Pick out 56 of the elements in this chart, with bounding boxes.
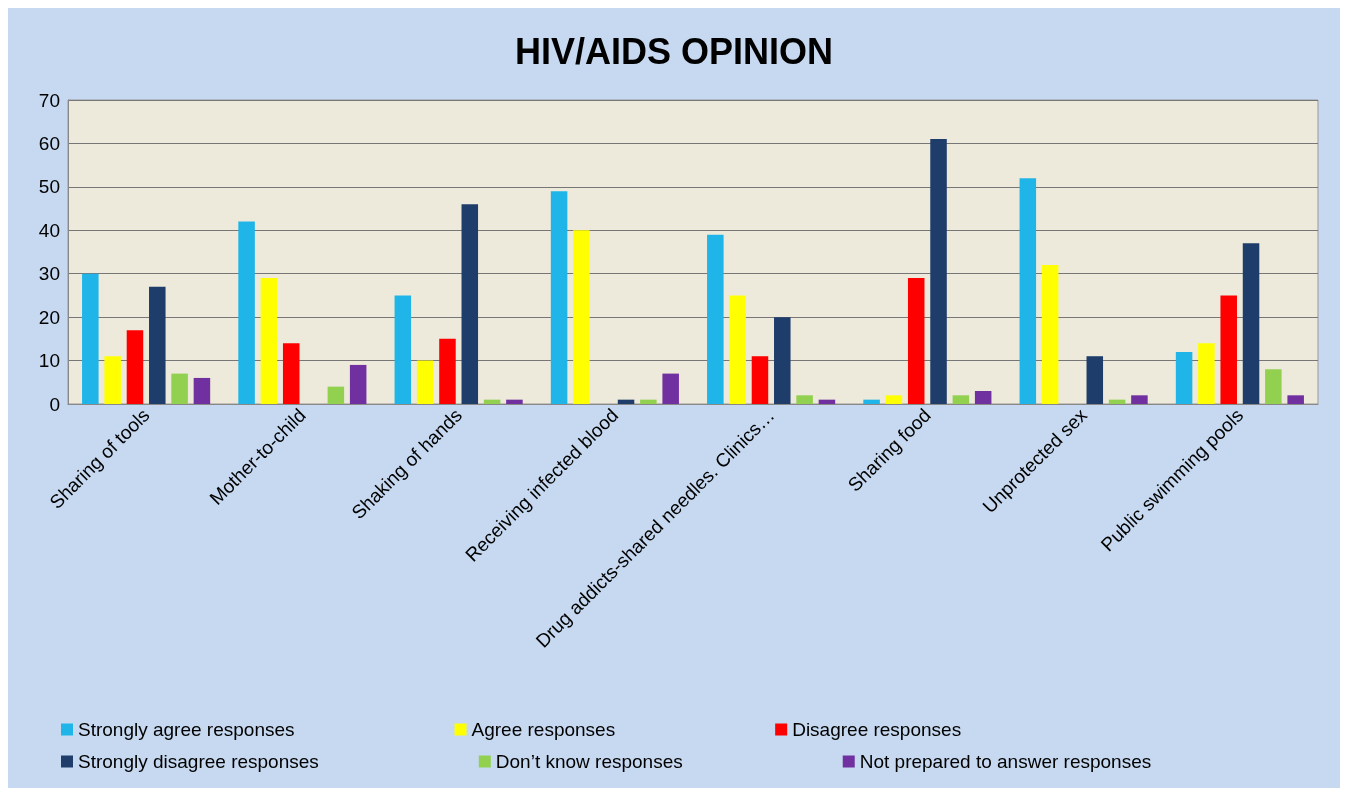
bar — [260, 278, 278, 404]
y-tick-label: 50 — [38, 176, 60, 198]
bar — [907, 278, 925, 404]
bar — [974, 390, 992, 404]
bar — [796, 395, 813, 404]
bar — [149, 286, 166, 404]
y-tick-label: 0 — [49, 393, 60, 415]
bar — [1086, 356, 1104, 404]
bar — [1220, 295, 1237, 404]
bar — [349, 364, 367, 404]
y-tick-label: 20 — [38, 306, 60, 328]
bar — [461, 204, 479, 404]
legend-label: Agree responses — [471, 719, 616, 740]
y-tick-label: 70 — [38, 89, 60, 111]
bar — [1242, 243, 1260, 404]
bar — [1198, 343, 1215, 404]
bar — [104, 356, 121, 404]
bar — [550, 191, 568, 404]
bar — [751, 356, 769, 404]
bar — [885, 395, 903, 404]
bar — [774, 317, 791, 404]
y-tick-label: 30 — [38, 263, 60, 285]
bar — [863, 399, 880, 404]
chart-title: HIV/AIDS OPINION — [514, 30, 834, 72]
bar — [573, 230, 590, 404]
bar — [640, 399, 657, 404]
bar — [171, 373, 188, 404]
y-tick-label: 40 — [38, 219, 60, 241]
bar — [282, 343, 300, 404]
bar — [193, 377, 211, 404]
bar — [394, 295, 412, 404]
bar — [729, 295, 746, 404]
bar — [506, 399, 523, 404]
bar — [1041, 265, 1059, 404]
bar — [1287, 395, 1304, 404]
bar — [930, 139, 947, 404]
bar — [327, 386, 345, 404]
bar — [1131, 395, 1148, 404]
legend-label: Don’t know responses — [495, 751, 683, 772]
y-tick-label: 60 — [38, 132, 60, 154]
y-tick-label: 10 — [38, 350, 60, 372]
bar — [1019, 178, 1037, 404]
bar — [952, 395, 970, 404]
bar — [662, 373, 679, 404]
bar — [1265, 369, 1282, 404]
legend-label: Not prepared to answer responses — [859, 751, 1152, 772]
bar — [126, 330, 144, 404]
bar — [416, 360, 434, 404]
bar — [439, 338, 456, 404]
legend-label: Disagree responses — [792, 719, 962, 740]
legend-label: Strongly agree responses — [78, 719, 295, 740]
bar — [238, 221, 255, 404]
bar — [1175, 351, 1193, 404]
bar — [82, 273, 99, 404]
bar — [707, 234, 724, 404]
legend-label: Strongly disagree responses — [78, 751, 319, 772]
